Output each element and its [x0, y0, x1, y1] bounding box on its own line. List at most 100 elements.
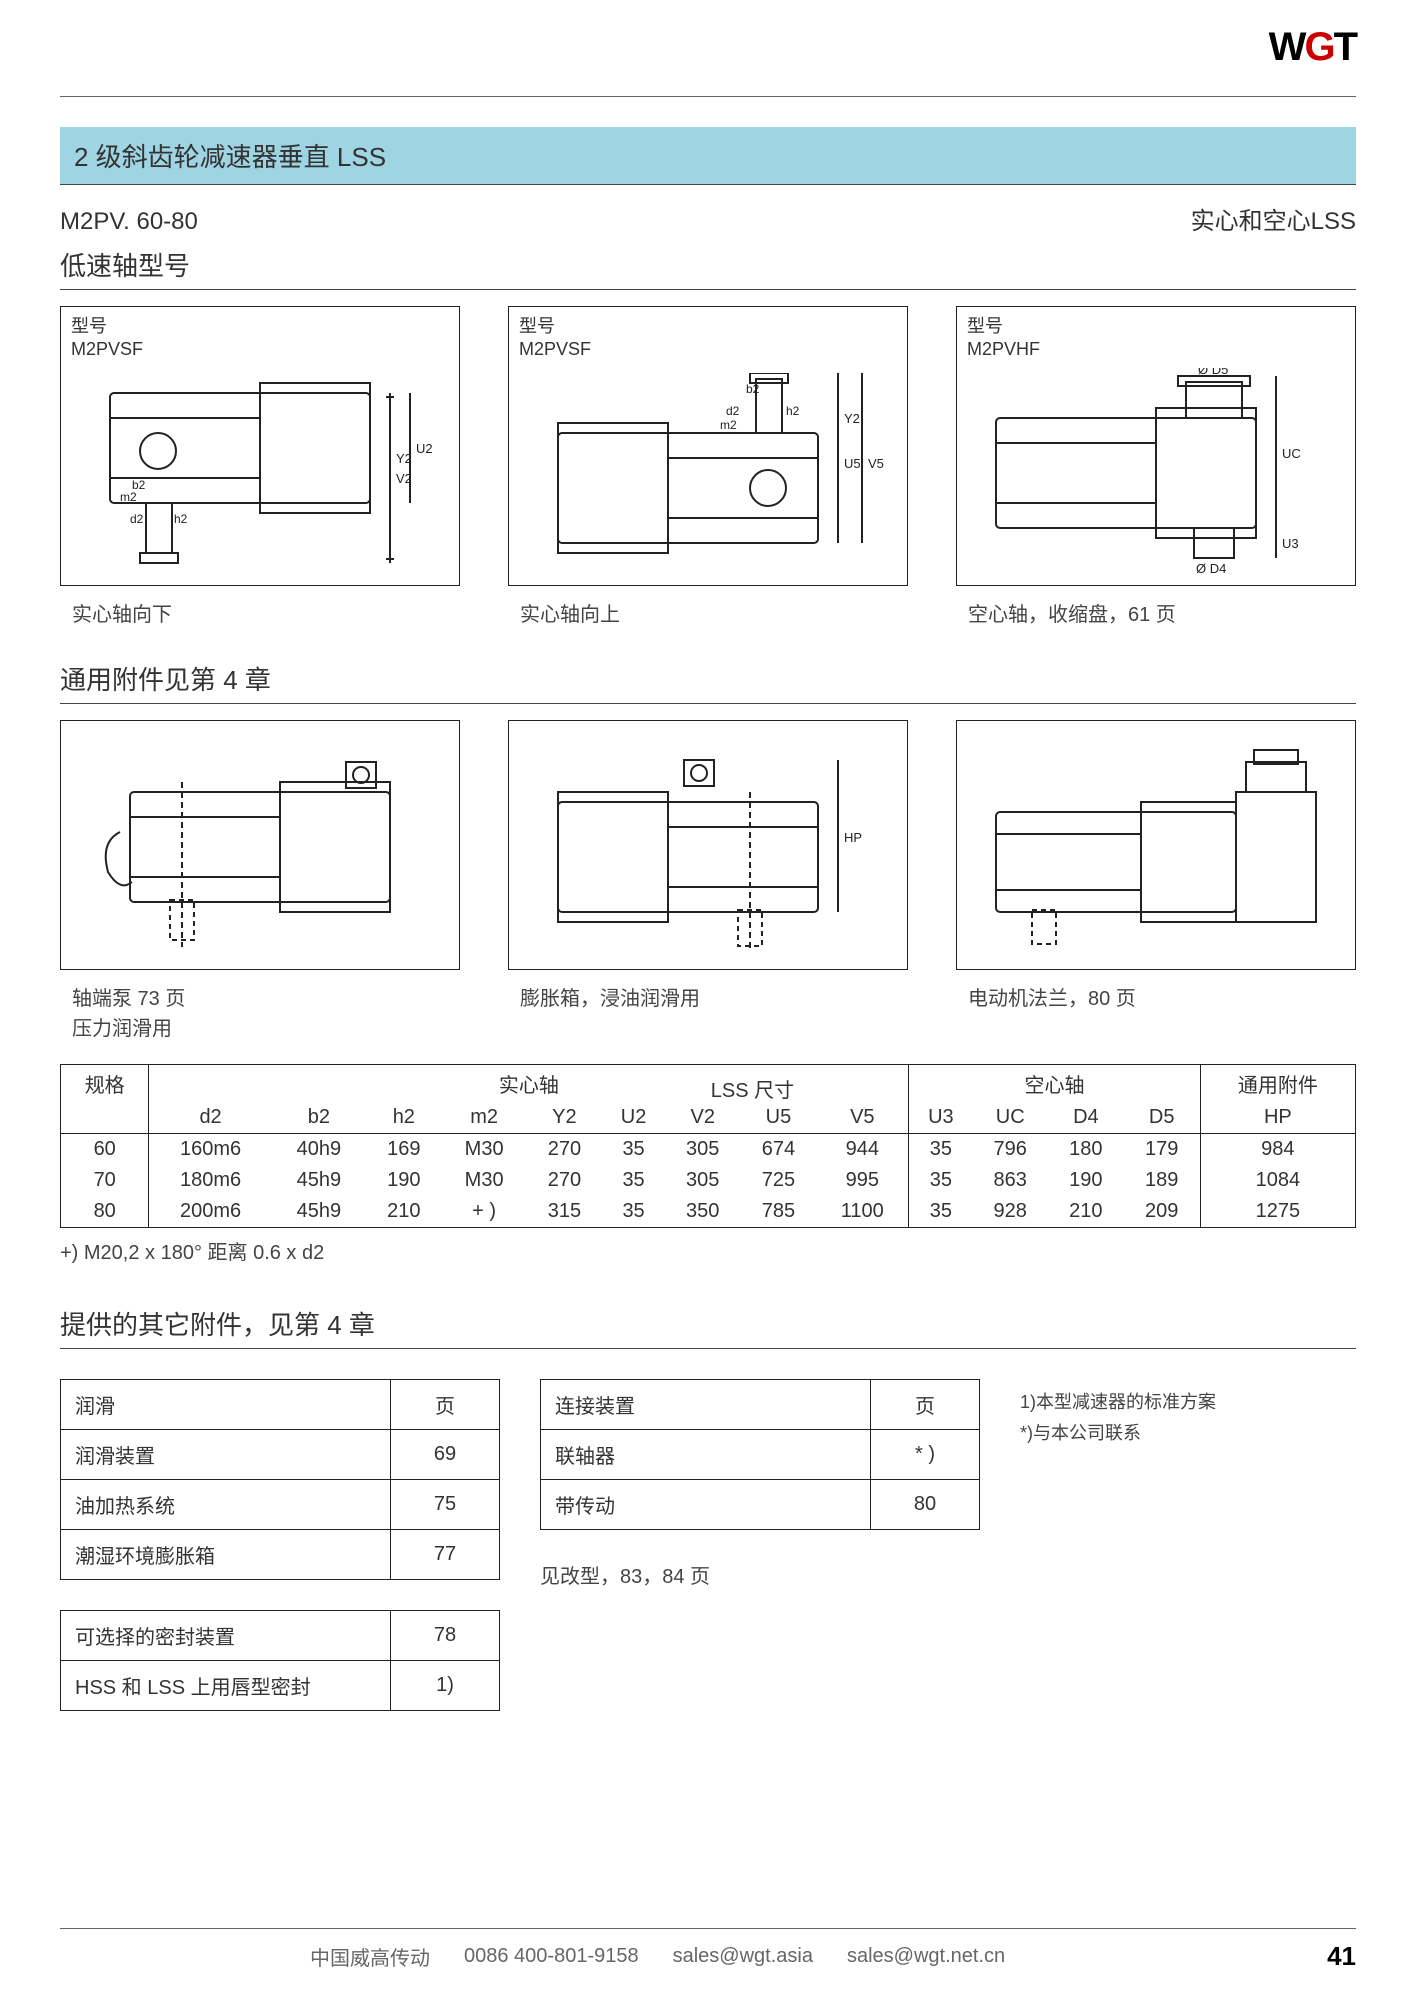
footer-email1: sales@wgt.asia: [673, 1945, 813, 1968]
dim-cell: 796: [972, 1134, 1048, 1166]
diagram-label: 型号 M2PVHF: [967, 315, 1345, 362]
diagram-card: 型号 M2PVSF d2 h2 m2 b2: [60, 306, 460, 630]
section-low-speed: 低速轴型号: [60, 246, 1356, 290]
footer-email2: sales@wgt.net.cn: [847, 1945, 1005, 1968]
dim-cell: 169: [366, 1134, 442, 1166]
svg-text:UC: UC: [1282, 446, 1301, 461]
dim-cell: 995: [816, 1165, 909, 1196]
logo-t: T: [1334, 25, 1356, 69]
row-page: 75: [391, 1480, 500, 1530]
dim-cell: 1084: [1200, 1165, 1355, 1196]
diagram-caption: 膨胀箱，浸油润滑用: [508, 984, 908, 1014]
footer-phone: 0086 400-801-9158: [464, 1945, 639, 1968]
motor-flange-icon: [976, 742, 1336, 952]
row-page: 69: [391, 1430, 500, 1480]
diagram-box: [956, 720, 1356, 970]
model-code: M2PV. 60-80: [60, 208, 198, 236]
table-footnote: +) M20,2 x 180° 距离 0.6 x d2: [60, 1236, 1356, 1265]
row-name: HSS 和 LSS 上用唇型密封: [61, 1661, 391, 1711]
dim-cell: + ): [442, 1196, 527, 1228]
svg-text:b2: b2: [746, 382, 760, 396]
diagram-caption: 实心轴向上: [508, 600, 908, 630]
side-notes: 1)本型减速器的标准方案 *)与本公司联系: [1020, 1379, 1216, 1741]
diagram-box: 型号 M2PVSF d2 h2 m2 b2: [60, 306, 460, 586]
diagram-box: HP: [508, 720, 908, 970]
th-hollow: 空心轴: [909, 1065, 1200, 1103]
gearbox-hollow-icon: Ø D4 Ø D5 UC U3: [976, 368, 1336, 578]
row-name: 联轴器: [541, 1430, 871, 1480]
footer: 中国威高传动 0086 400-801-9158 sales@wgt.asia …: [60, 1928, 1356, 1972]
svg-text:HP: HP: [844, 830, 862, 845]
dim-cell: 189: [1124, 1165, 1201, 1196]
dim-cell: 1275: [1200, 1196, 1355, 1228]
diagram-label: 型号 M2PVSF: [519, 315, 897, 362]
svg-text:Ø D4: Ø D4: [1196, 561, 1226, 576]
svg-text:U5: U5: [844, 456, 861, 471]
expansion-tank-icon: HP: [528, 742, 888, 952]
seal-table: 可选择的密封装置 78 HSS 和 LSS 上用唇型密封1): [60, 1610, 500, 1711]
diagram-card: HP 膨胀箱，浸油润滑用: [508, 720, 908, 1044]
svg-text:h2: h2: [174, 512, 188, 526]
dim-cell: 190: [366, 1165, 442, 1196]
diagram-row-2: 轴端泵 73 页 压力润滑用: [60, 720, 1356, 1044]
svg-text:m2: m2: [120, 490, 137, 504]
dim-cell: 180m6: [149, 1165, 272, 1196]
dim-cell: 35: [602, 1196, 665, 1228]
row-page: * ): [871, 1430, 980, 1480]
shaft-pump-icon: [80, 742, 440, 952]
dim-cell: 35: [909, 1196, 973, 1228]
diagram-card: 型号 M2PVHF Ø D4 Ø D5 U: [956, 306, 1356, 630]
dim-cell: 928: [972, 1196, 1048, 1228]
gearbox-down-icon: d2 h2 m2 b2 V2 Y2 U2: [80, 373, 440, 573]
th-acc: 通用附件: [1200, 1065, 1355, 1103]
svg-text:b2: b2: [132, 478, 146, 492]
dim-cell: 190: [1048, 1165, 1124, 1196]
diagram-box: 型号 M2PVSF d2 h2 m2 b2: [508, 306, 908, 586]
svg-text:U2: U2: [416, 441, 433, 456]
dim-cell: 270: [527, 1165, 603, 1196]
diagram-caption: 实心轴向下: [60, 600, 460, 630]
dim-cell: 1100: [816, 1196, 909, 1228]
diagram-card: 轴端泵 73 页 压力润滑用: [60, 720, 460, 1044]
svg-text:h2: h2: [786, 404, 800, 418]
diagram-label: 型号 M2PVSF: [71, 315, 449, 362]
middle-col: 连接装置 页 联轴器* )带传动80 见改型，83，84 页: [540, 1379, 980, 1741]
svg-text:V5: V5: [868, 456, 884, 471]
dim-cell: M30: [442, 1134, 527, 1166]
dim-cell: 210: [1048, 1196, 1124, 1228]
dim-cell: 305: [665, 1165, 741, 1196]
footer-company: 中国威高传动: [310, 1942, 430, 1971]
th-lss: LSS 尺寸: [711, 1074, 794, 1103]
svg-text:m2: m2: [720, 418, 737, 432]
page-number: 41: [1327, 1941, 1356, 1972]
dim-cell: 35: [602, 1134, 665, 1166]
diagram-caption: 电动机法兰，80 页: [956, 984, 1356, 1014]
row-name: 潮湿环境膨胀箱: [61, 1530, 391, 1580]
dim-cell: 725: [741, 1165, 817, 1196]
row-name: 润滑装置: [61, 1430, 391, 1480]
row-name: 油加热系统: [61, 1480, 391, 1530]
row-name: 带传动: [541, 1480, 871, 1530]
dim-cell: 35: [602, 1165, 665, 1196]
dim-cell: 315: [527, 1196, 603, 1228]
diagram-caption: 空心轴，收缩盘，61 页: [956, 600, 1356, 630]
row-page: 80: [871, 1480, 980, 1530]
diagram-caption: 轴端泵 73 页 压力润滑用: [60, 984, 460, 1044]
connection-footnote: 见改型，83，84 页: [540, 1560, 980, 1589]
dim-cell: 209: [1124, 1196, 1201, 1228]
row-page: 77: [391, 1530, 500, 1580]
svg-text:d2: d2: [726, 404, 740, 418]
row-page: 1): [391, 1661, 500, 1711]
section-accessories: 通用附件见第 4 章: [60, 660, 1356, 704]
spec-cell: 80: [61, 1196, 149, 1228]
dim-cell: 200m6: [149, 1196, 272, 1228]
svg-text:Y2: Y2: [844, 411, 860, 426]
page: WGT 2 级斜齿轮减速器垂直 LSS M2PV. 60-80 实心和空心LSS…: [0, 0, 1416, 2000]
dim-cell: 160m6: [149, 1134, 272, 1166]
dim-cell: 785: [741, 1196, 817, 1228]
dim-cell: 863: [972, 1165, 1048, 1196]
model-row: M2PV. 60-80 实心和空心LSS: [60, 201, 1356, 236]
dim-cell: 350: [665, 1196, 741, 1228]
title-bar: 2 级斜齿轮减速器垂直 LSS: [60, 127, 1356, 185]
dim-cell: 305: [665, 1134, 741, 1166]
